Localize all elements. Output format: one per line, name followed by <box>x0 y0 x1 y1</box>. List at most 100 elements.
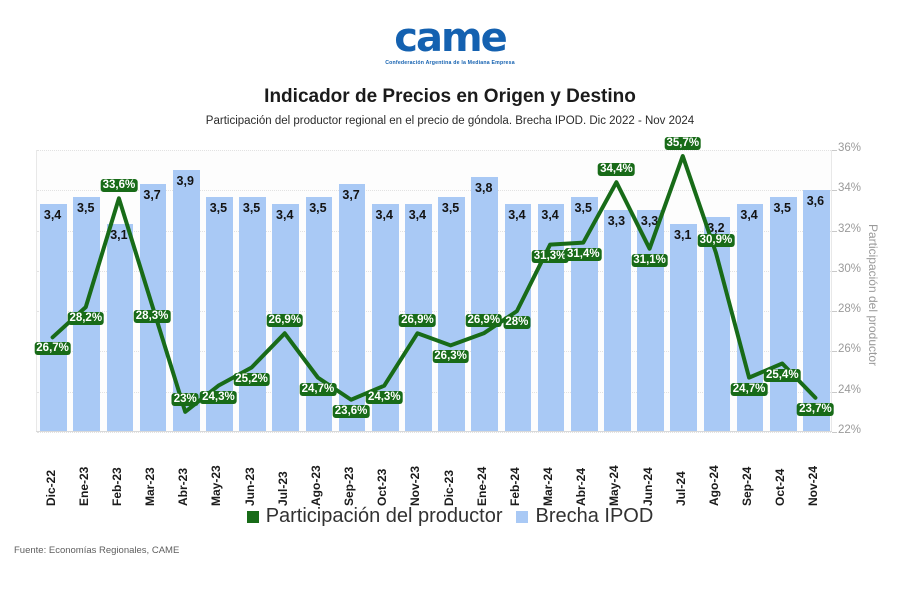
bar <box>438 197 465 432</box>
line-value-label: 23% <box>171 392 199 406</box>
y-axis-tick-mark <box>832 432 837 433</box>
bar-value-label: 3,5 <box>309 201 327 215</box>
bar-value-label: 3,3 <box>607 214 626 229</box>
legend-label: Participación del productor <box>265 505 503 527</box>
legend-item[interactable]: Brecha IPOD <box>516 505 653 528</box>
y-axis-tick-mark <box>832 230 837 232</box>
x-axis-tick-label: May-24 <box>607 465 622 506</box>
bar-value-label: 3,4 <box>740 207 758 222</box>
bar <box>604 210 631 432</box>
y-axis-tick-mark <box>832 311 837 313</box>
x-axis-tick-label: Jul-24 <box>673 471 688 506</box>
line-value-label: 24,3% <box>200 390 237 404</box>
bar-value-label: 3,5 <box>77 201 95 215</box>
bar <box>471 176 498 432</box>
bar-value-label: 3,7 <box>143 187 161 202</box>
line-value-label: 34,4% <box>598 163 635 177</box>
y-axis-tick-label: 22% <box>838 424 862 436</box>
bar-value-label: 3,5 <box>574 201 592 215</box>
bar <box>106 223 134 432</box>
line-value-label: 31,3% <box>531 249 569 263</box>
line-value-label: 31,1% <box>631 253 668 267</box>
line-value-label: 24,3% <box>365 390 403 404</box>
y-axis-tick-mark <box>832 270 837 272</box>
legend-label: Brecha IPOD <box>535 505 654 527</box>
x-axis-tick-label: Ene-24 <box>474 466 489 506</box>
bar <box>239 197 266 432</box>
y-axis-tick-mark <box>832 150 837 151</box>
bar <box>769 197 797 432</box>
legend-item[interactable]: Participación del productor <box>246 505 503 528</box>
bar-value-label: 3,8 <box>475 180 493 195</box>
bar-value-label: 3,9 <box>176 174 194 189</box>
bar <box>305 197 333 432</box>
bar <box>736 203 764 432</box>
line-value-label: 28,2% <box>67 312 105 326</box>
x-axis-tick-label: Jun-23 <box>242 467 257 506</box>
bar <box>139 183 167 432</box>
bar <box>637 210 664 432</box>
x-axis-tick-label: Dic-22 <box>43 469 58 506</box>
line-value-label: 24,7% <box>730 382 768 396</box>
bar-value-label: 3,4 <box>43 207 62 222</box>
x-axis-tick-label: Oct-24 <box>773 468 788 506</box>
y-axis-title: Participación del productor <box>866 223 880 367</box>
bar-value-label: 3,5 <box>242 201 261 215</box>
x-axis-tick-label: Nov-24 <box>806 465 821 506</box>
y-axis-tick-label: 30% <box>838 262 862 275</box>
x-axis-tick-label: Mar-24 <box>541 467 556 506</box>
x-axis-tick-label: Feb-24 <box>507 467 522 506</box>
bar-value-label: 3,1 <box>674 227 692 242</box>
legend-swatch-icon <box>246 510 259 523</box>
came-logo-wordmark: came <box>394 15 508 61</box>
bar-value-label: 3,6 <box>806 194 825 209</box>
bar <box>40 203 67 432</box>
x-axis-tick-label: Oct-23 <box>375 468 390 506</box>
x-axis-tick-label: Feb-23 <box>109 467 124 506</box>
bar-value-label: 3,7 <box>342 187 360 202</box>
line-value-label: 23,6% <box>332 404 370 418</box>
line-value-label: 26,9% <box>465 314 503 328</box>
line-value-label: 23,7% <box>797 402 834 416</box>
y-axis-tick-mark <box>832 391 837 393</box>
bar-value-label: 3,4 <box>508 207 526 222</box>
came-logo-tagline: Confederación Argentina de la Mediana Em… <box>385 60 515 66</box>
bar-value-label: 3,5 <box>773 201 791 215</box>
line-value-label: 28,3% <box>133 310 171 324</box>
legend-swatch-icon <box>516 510 529 523</box>
x-axis-tick-label: Mar-23 <box>143 467 158 506</box>
bar-value-label: 3,5 <box>209 201 228 215</box>
x-axis-tick-label: Jul-23 <box>275 471 290 506</box>
bar <box>703 217 731 432</box>
y-axis-tick-label: 34% <box>838 182 862 195</box>
y-axis-tick-label: 24% <box>838 383 862 396</box>
page-subtitle: Participación del productor regional en … <box>205 115 695 127</box>
line-value-label: 26,9% <box>266 314 304 328</box>
y-axis-tick-label: 28% <box>838 303 862 316</box>
gridline <box>37 150 831 151</box>
came-logo: came Confederación Argentina de la Media… <box>0 18 900 66</box>
x-axis-tick-label: Jun-24 <box>640 467 655 506</box>
line-value-label: 35,7% <box>664 137 702 151</box>
x-axis-tick-label: Abr-23 <box>176 467 191 506</box>
page-title: Indicador de Precios en Origen y Destino <box>264 86 636 107</box>
bar-value-label: 3,1 <box>110 227 128 242</box>
line-value-label: 26,3% <box>432 350 469 364</box>
bar-value-label: 3,4 <box>408 207 427 222</box>
bar-value-label: 3,4 <box>541 207 559 222</box>
bar <box>570 197 598 432</box>
line-value-label: 26,7% <box>34 342 71 356</box>
y-axis-tick-label: 26% <box>838 343 862 356</box>
bar <box>803 190 830 432</box>
source-note: Fuente: Economías Regionales, CAME <box>14 545 180 556</box>
x-axis-tick-label: Ene-23 <box>76 466 91 506</box>
y-axis-tick-label: 32% <box>838 222 862 235</box>
x-axis-tick-label: Sep-23 <box>342 466 357 506</box>
bar <box>670 223 697 432</box>
x-axis-tick-label: Abr-24 <box>574 467 589 506</box>
x-axis-line <box>36 431 832 432</box>
x-axis-tick-label: Dic-23 <box>441 469 456 506</box>
y-axis-tick-label: 36% <box>838 142 862 154</box>
line-value-label: 26,9% <box>399 314 436 328</box>
x-axis-tick-label: May-23 <box>209 465 224 506</box>
